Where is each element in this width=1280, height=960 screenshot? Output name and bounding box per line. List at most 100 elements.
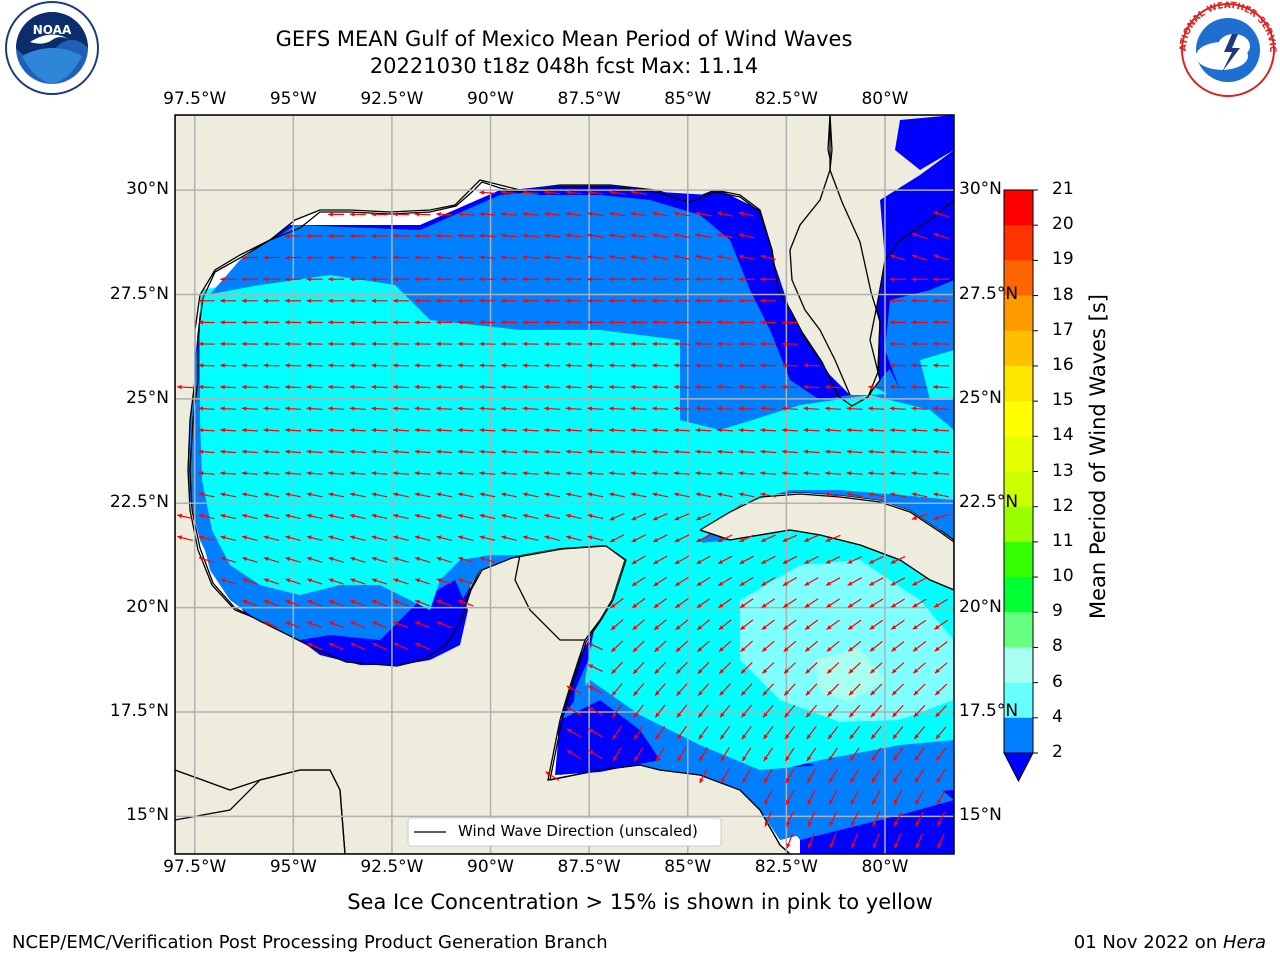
lat-tick-label: 17.5°N (959, 701, 1019, 722)
wind-wave-arrow (890, 577, 906, 586)
wind-wave-arrow (220, 363, 237, 368)
footer-date-text: 01 Nov 2022 on (1073, 932, 1223, 953)
wind-wave-arrow (631, 597, 646, 609)
wind-wave-arrow (436, 212, 453, 217)
wind-wave-arrow (414, 406, 431, 411)
colorbar-segment (1004, 330, 1033, 367)
wind-wave-arrow (632, 683, 645, 697)
wind-wave-arrow (696, 555, 711, 565)
wind-wave-arrow (566, 685, 582, 694)
wind-wave-arrow (198, 535, 215, 541)
wind-wave-arrow (587, 535, 604, 541)
wind-wave-arrow (846, 449, 863, 454)
wind-wave-arrow (933, 254, 949, 261)
wind-wave-arrow (285, 621, 301, 629)
wind-wave-arrow (915, 811, 924, 827)
wind-wave-arrow (436, 320, 453, 325)
wind-wave-arrow (263, 298, 280, 303)
wind-wave-arrow (588, 728, 603, 738)
wind-wave-arrow (328, 277, 345, 282)
wind-wave-arrow (695, 341, 712, 347)
wind-wave-arrow (414, 384, 431, 390)
wind-wave-arrow (803, 471, 820, 476)
wind-wave-arrow (220, 471, 237, 476)
wind-wave-arrow (911, 298, 928, 303)
wind-wave-arrow (890, 619, 905, 630)
wind-wave-arrow (350, 578, 366, 585)
wind-wave-arrow (284, 233, 302, 239)
wind-wave-arrow (891, 683, 904, 696)
wind-wave-arrow (306, 449, 323, 454)
wind-wave-arrow (829, 811, 837, 827)
colorbar-segment (1004, 436, 1033, 473)
wind-wave-arrow (220, 428, 237, 433)
colorbar-tick-label: 6 (1052, 671, 1063, 692)
wind-wave-arrow (328, 578, 344, 585)
wind-wave-arrow (393, 578, 409, 585)
wind-wave-arrow (587, 471, 604, 476)
wind-wave-arrow (479, 556, 496, 563)
wind-wave-arrow (630, 320, 647, 325)
wind-wave-arrow (393, 492, 409, 498)
wind-wave-arrow (674, 576, 689, 587)
wind-wave-arrow (501, 298, 517, 303)
wind-wave-arrow (220, 513, 237, 520)
wind-wave-arrow (654, 661, 667, 675)
colorbar-tick-label: 13 (1052, 460, 1074, 481)
wind-wave-arrow (717, 254, 733, 260)
wind-wave-arrow (630, 384, 647, 390)
wind-wave-arrow (673, 428, 690, 433)
wind-wave-arrow (716, 341, 734, 347)
wind-wave-arrow (783, 662, 797, 674)
wind-wave-arrow (739, 555, 754, 565)
wind-wave-arrow (760, 555, 776, 565)
wind-wave-arrow (349, 320, 366, 325)
wind-wave-arrow (847, 555, 863, 565)
wind-wave-arrow (761, 598, 776, 609)
wind-wave-arrow (608, 406, 626, 411)
wind-wave-arrow (632, 640, 645, 653)
wind-wave-arrow (738, 363, 755, 368)
wind-wave-arrow (500, 211, 518, 217)
colorbar-segment (1004, 471, 1033, 508)
wind-wave-arrow (695, 277, 712, 282)
wind-wave-arrow (932, 449, 950, 454)
wind-wave-arrow (544, 471, 561, 476)
wind-wave-arrow (608, 471, 626, 476)
footer-date: 01 Nov 2022 on Hera (1074, 932, 1266, 953)
wind-wave-arrow (198, 428, 215, 433)
wind-wave-arrow (612, 747, 622, 762)
wind-wave-arrow (479, 298, 496, 303)
wind-wave-arrow (306, 578, 323, 585)
wind-wave-arrow (241, 363, 258, 368)
wind-wave-arrow (392, 212, 410, 217)
wind-wave-arrow (848, 662, 861, 674)
wind-wave-arrow (869, 619, 884, 630)
wind-wave-arrow (760, 449, 777, 454)
wind-wave-arrow (306, 233, 323, 239)
wind-wave-arrow (738, 320, 755, 325)
wind-wave-arrow (760, 471, 777, 476)
wind-wave-arrow (587, 428, 604, 433)
wind-wave-arrow (566, 706, 582, 716)
wind-wave-arrow (673, 384, 690, 390)
wind-wave-arrow (565, 233, 582, 238)
wind-wave-arrow (914, 747, 925, 762)
wind-wave-arrow (803, 428, 820, 433)
footer-host: Hera (1222, 932, 1266, 953)
wind-wave-arrow (242, 578, 258, 585)
wind-wave-arrow (328, 341, 345, 347)
wind-wave-arrow (284, 428, 302, 433)
wind-wave-arrow (889, 492, 906, 498)
wind-wave-arrow (871, 768, 882, 784)
colorbar-tick-label: 17 (1052, 319, 1074, 340)
wind-wave-arrow (849, 726, 860, 740)
wind-wave-arrow (414, 599, 431, 607)
wind-wave-arrow (371, 621, 388, 629)
wind-wave-arrow (500, 255, 518, 260)
wind-wave-arrow (912, 662, 926, 674)
wind-wave-arrow (306, 406, 323, 411)
wind-wave-arrow (479, 513, 496, 520)
wind-wave-arrow (436, 341, 453, 347)
wind-wave-arrow (522, 428, 539, 433)
